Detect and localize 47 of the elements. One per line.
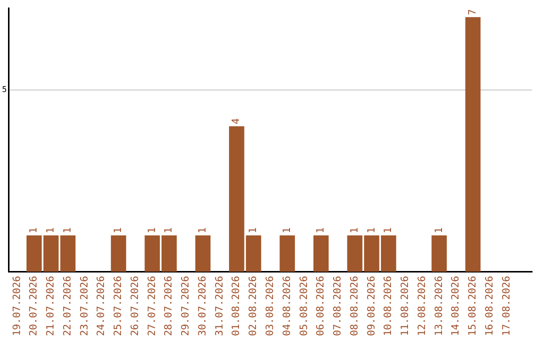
x-tick-label: 19.07.2026 [12,276,23,336]
x-tick-label: 16.08.2026 [484,276,496,336]
data-label: 1 [282,227,293,234]
x-tick-label: 14.08.2026 [450,276,462,336]
data-label: 1 [349,227,360,234]
data-label: 1 [366,227,378,234]
x-tick-label: 15.08.2026 [468,276,479,336]
data-label: 4 [231,118,242,124]
x-tick-label: 23.07.2026 [79,276,90,336]
x-tick-label: 25.07.2026 [113,276,124,336]
x-tick-label: 10.08.2026 [383,276,394,336]
data-label: 1 [316,227,327,234]
x-tick-label: 29.07.2026 [180,276,192,336]
x-tick-label: 06.08.2026 [316,276,327,336]
x-tick-label: 01.08.2026 [231,276,242,336]
x-tick-label: 26.07.2026 [130,276,141,336]
data-label: 1 [28,227,40,234]
x-tick-label: 11.08.2026 [400,276,412,336]
data-label: 1 [46,227,57,234]
data-label: 1 [383,227,394,234]
x-tick-label: 24.07.2026 [96,276,108,336]
x-tick-label: 07.08.2026 [332,276,344,336]
x-tick-label: 27.07.2026 [146,276,158,336]
x-tick-label: 12.08.2026 [416,276,428,336]
data-label: 1 [248,227,260,234]
data-label: 1 [164,227,175,234]
x-tick-label: 22.07.2026 [62,276,74,336]
x-tick-label: 30.07.2026 [197,276,208,336]
data-label: 1 [62,227,74,234]
x-tick-label: 28.07.2026 [164,276,175,336]
x-tick-label: 08.08.2026 [349,276,360,336]
x-tick-label: 04.08.2026 [282,276,293,336]
x-tick-label: 21.07.2026 [46,276,57,336]
x-tick-label: 05.08.2026 [298,276,310,336]
x-tick-label: 02.08.2026 [248,276,260,336]
y-tick-label: 5 [2,84,7,94]
x-tick-label: 09.08.2026 [366,276,378,336]
x-tick-label: 20.07.2026 [28,276,40,336]
data-label: 1 [113,227,124,234]
data-label: 7 [468,9,479,16]
data-label: 1 [197,227,208,234]
x-tick-label: 13.08.2026 [434,276,445,336]
data-label: 1 [434,227,445,234]
x-tick-label: 17.08.2026 [501,276,512,336]
x-tick-label: 31.07.2026 [214,276,226,336]
x-tick-label: 03.08.2026 [265,276,276,336]
data-label: 1 [146,227,158,234]
